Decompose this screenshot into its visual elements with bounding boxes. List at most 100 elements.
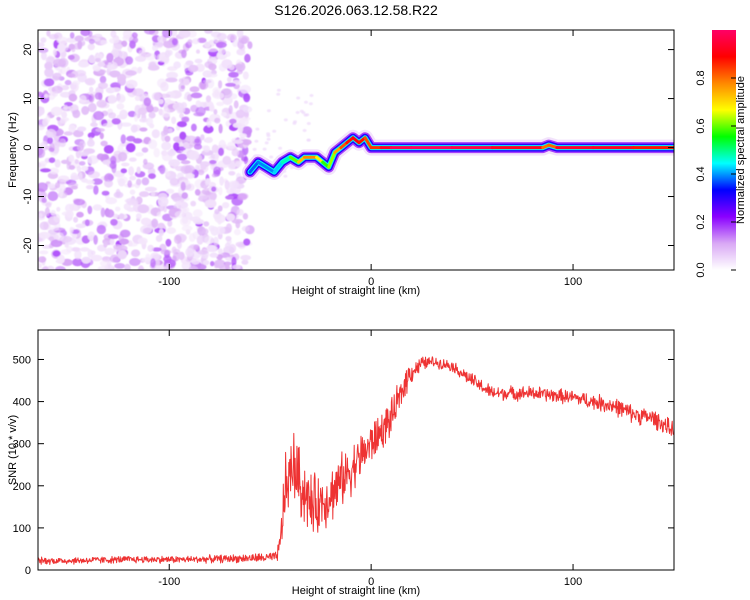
noise-cell <box>213 166 222 175</box>
snr-series-line <box>38 356 674 565</box>
noise-cell <box>228 171 236 176</box>
noise-cell <box>38 42 45 48</box>
noise-cell <box>102 159 111 165</box>
noise-cell <box>87 205 93 215</box>
noise-cell <box>139 118 149 123</box>
x-tick-label: -100 <box>158 576 180 588</box>
noise-cell <box>214 214 226 224</box>
noise-cell <box>48 33 59 40</box>
noise-cell <box>134 95 141 101</box>
noise-cell <box>88 54 96 64</box>
noise-cell <box>78 143 84 152</box>
noise-cell <box>116 103 125 110</box>
noise-cell <box>243 238 251 246</box>
noise-cell <box>173 61 182 69</box>
noise-cell <box>112 213 119 219</box>
noise-cell <box>189 86 200 93</box>
spectrogram-y-ticks: -20 -10 0 10 20 <box>22 43 674 253</box>
noise-cell <box>49 226 60 232</box>
noise-cell <box>144 30 156 35</box>
noise-cell <box>48 167 60 175</box>
noise-cell <box>88 38 95 45</box>
noise-cell <box>94 92 103 100</box>
noise-cell <box>204 30 213 34</box>
noise-cell <box>133 112 139 122</box>
noise-cell <box>57 43 66 53</box>
noise-cell <box>174 210 186 218</box>
noise-cell <box>38 182 48 192</box>
noise-cell <box>39 160 47 167</box>
noise-cell <box>191 123 197 132</box>
y-tick-label: -20 <box>22 238 34 254</box>
noise-cell <box>204 235 215 245</box>
noise-cell <box>125 143 136 153</box>
noise-cell <box>127 242 138 247</box>
noise-cell <box>151 129 160 139</box>
noise-cell <box>278 146 283 150</box>
noise-cell <box>109 70 121 78</box>
snr-frame <box>37 329 675 571</box>
noise-cell <box>99 75 107 84</box>
noise-cell <box>195 100 202 108</box>
noise-cell <box>91 178 103 185</box>
noise-cell <box>72 129 84 138</box>
noise-cell <box>218 123 223 134</box>
noise-cell <box>39 191 48 199</box>
noise-cell <box>295 111 300 114</box>
noise-cell <box>87 231 96 241</box>
noise-cell <box>135 152 144 157</box>
noise-cell <box>164 50 171 58</box>
noise-cell <box>181 49 187 59</box>
noise-cell <box>171 116 177 125</box>
noise-cell <box>244 53 251 63</box>
noise-cell <box>233 228 241 236</box>
noise-cell <box>45 202 52 208</box>
noise-cell <box>88 95 93 102</box>
noise-cell <box>222 202 230 209</box>
noise-cell <box>218 80 223 89</box>
noise-cell <box>87 30 93 37</box>
noise-cell <box>194 58 203 64</box>
noise-cell <box>218 186 223 196</box>
noise-cell <box>147 64 160 71</box>
noise-cell <box>242 116 251 121</box>
noise-cell <box>128 157 137 162</box>
noise-cell <box>107 94 117 105</box>
y-tick-label: 500 <box>13 354 31 366</box>
noise-cell <box>38 106 45 116</box>
noise-cell <box>227 141 235 150</box>
noise-cell <box>206 118 212 128</box>
noise-cell <box>55 266 66 270</box>
noise-cell <box>215 41 227 49</box>
noise-cell <box>172 197 185 203</box>
noise-cell <box>181 116 190 123</box>
noise-cell <box>118 151 128 162</box>
noise-cell <box>155 235 163 242</box>
noise-cell <box>224 242 231 250</box>
noise-cell <box>96 224 107 235</box>
noise-cell <box>232 160 244 165</box>
noise-cell <box>176 121 187 128</box>
noise-cell <box>206 73 218 78</box>
noise-cell <box>59 91 72 98</box>
noise-cell <box>166 188 175 194</box>
noise-cell <box>109 237 115 246</box>
y-tick-label: 0 <box>22 144 34 150</box>
noise-cell <box>47 191 59 202</box>
noise-cell <box>231 256 237 267</box>
noise-cell <box>213 36 219 44</box>
noise-cell <box>232 264 241 270</box>
noise-cell <box>141 177 150 186</box>
noise-cell <box>167 128 173 133</box>
noise-cell <box>185 135 197 142</box>
noise-cell <box>242 213 249 220</box>
noise-cell <box>206 47 219 53</box>
noise-cell <box>44 207 50 217</box>
noise-cell <box>171 38 178 46</box>
noise-cell <box>90 122 98 127</box>
noise-cell <box>57 175 70 182</box>
noise-cell <box>44 67 54 78</box>
noise-cell <box>136 166 141 174</box>
noise-cell <box>60 85 70 91</box>
